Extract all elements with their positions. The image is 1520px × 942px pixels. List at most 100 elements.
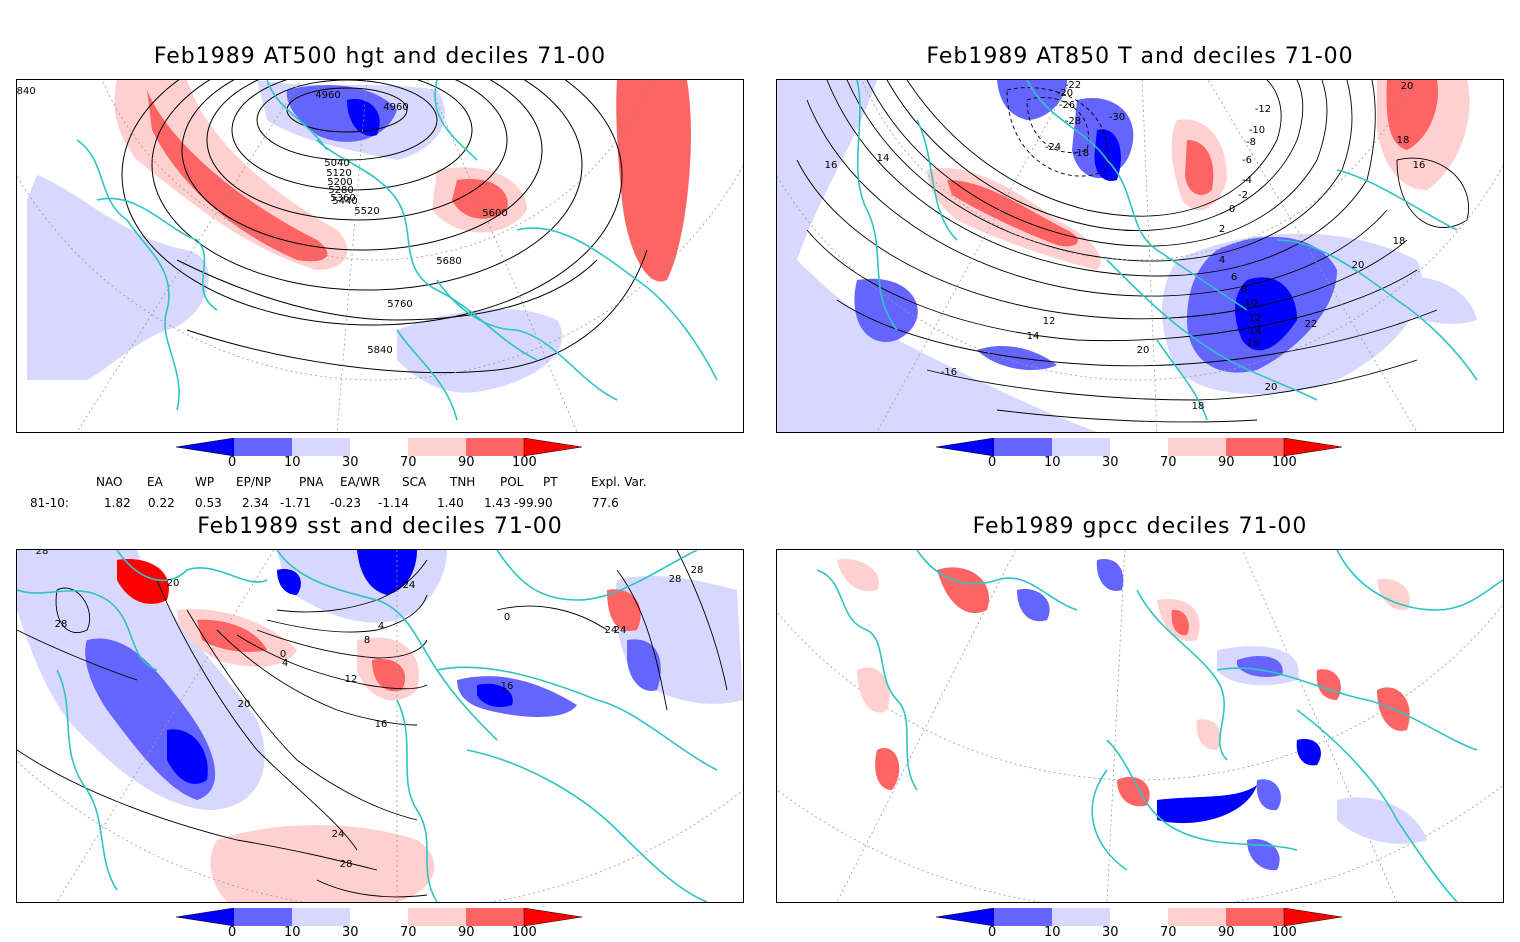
gridlines [17, 80, 743, 432]
index-value: 1.82 [104, 496, 131, 510]
colorbar-bottom-right: 0 10 30 70 90 100 [935, 907, 1346, 942]
svg-text:18: 18 [1397, 135, 1410, 146]
decile-shading [837, 559, 1427, 871]
decile-shading [17, 550, 743, 902]
svg-text:-20: -20 [1057, 88, 1073, 99]
svg-text:8: 8 [1241, 284, 1247, 295]
svg-text:2: 2 [1219, 224, 1225, 235]
svg-text:4: 4 [282, 658, 288, 669]
index-header: POL [500, 475, 524, 489]
svg-text:16: 16 [825, 160, 838, 171]
svg-text:16: 16 [1413, 160, 1426, 171]
index-value: 2.34 [242, 496, 269, 510]
svg-text:-28: -28 [1065, 116, 1081, 127]
index-header: PNA [299, 475, 324, 489]
sst-contours [17, 550, 728, 898]
index-header: SCA [402, 475, 427, 489]
index-value: -1.71 [280, 496, 312, 510]
index-value: 0.22 [148, 496, 175, 510]
index-value: 0.53 [195, 496, 222, 510]
svg-text:24: 24 [605, 625, 618, 636]
map-panel-t850: -22 -20 -26 -28 -30 -24 -18 -12 -10 -8 -… [776, 79, 1504, 433]
decile-shading [777, 80, 1477, 432]
svg-text:5520: 5520 [354, 206, 379, 217]
svg-text:18: 18 [1393, 236, 1406, 247]
svg-text:-10: -10 [1249, 125, 1265, 136]
coastlines [816, 550, 1503, 902]
svg-text:5600: 5600 [482, 208, 507, 219]
panel-title-sst: Feb1989 sst and deciles 71-00 [197, 514, 563, 539]
index-value: 1.40 [437, 496, 464, 510]
svg-text:14: 14 [877, 153, 890, 164]
colorbar-top-left: 0 10 30 70 90 100 [175, 437, 586, 472]
index-header: EA/WR [340, 475, 381, 489]
svg-text:5280: 5280 [328, 185, 353, 196]
svg-text:-30: -30 [1109, 112, 1125, 123]
svg-text:4960: 4960 [315, 90, 340, 101]
svg-text:0: 0 [1229, 204, 1235, 215]
panel-title-t850: Feb1989 AT850 T and deciles 71-00 [926, 44, 1354, 69]
index-row-label: 81-10: [30, 496, 69, 510]
index-header: EA [147, 475, 163, 489]
svg-text:28: 28 [340, 859, 353, 870]
svg-text:28: 28 [691, 565, 704, 576]
svg-text:8: 8 [364, 635, 370, 646]
gridlines [777, 80, 1503, 432]
svg-text:12: 12 [1249, 313, 1262, 324]
svg-text:24: 24 [614, 625, 627, 636]
svg-text:6: 6 [1231, 272, 1237, 283]
index-header: NAO [96, 475, 123, 489]
svg-text:5840: 5840 [17, 86, 36, 97]
svg-text:4: 4 [1219, 255, 1225, 266]
panel-title-gpcc: Feb1989 gpcc deciles 71-00 [972, 514, 1308, 539]
svg-text:-6: -6 [1242, 155, 1252, 166]
svg-text:16: 16 [501, 681, 514, 692]
index-header: WP [195, 475, 215, 489]
svg-text:22: 22 [1305, 319, 1318, 330]
svg-text:20: 20 [1401, 81, 1414, 92]
colorbar-bottom-left: 0 10 30 70 90 100 [175, 907, 586, 942]
svg-text:5360: 5360 [330, 193, 355, 204]
svg-text:20: 20 [167, 578, 180, 589]
svg-text:16: 16 [375, 719, 388, 730]
panel-title-hgt500: Feb1989 AT500 hgt and deciles 71-00 [153, 44, 607, 69]
svg-text:4: 4 [378, 621, 384, 632]
svg-text:0: 0 [280, 649, 286, 660]
svg-text:5760: 5760 [387, 299, 412, 310]
svg-text:-4: -4 [1242, 175, 1252, 186]
svg-text:16: 16 [1247, 338, 1260, 349]
colorbar-top-right: 0 10 30 70 90 100 [935, 437, 1346, 472]
svg-text:5680: 5680 [436, 256, 461, 267]
svg-text:5840: 5840 [367, 345, 392, 356]
svg-text:24: 24 [403, 580, 416, 591]
svg-text:20: 20 [238, 699, 251, 710]
coastlines [856, 80, 1478, 421]
index-header: EP/NP [236, 475, 272, 489]
svg-text:14: 14 [1027, 331, 1040, 342]
coastlines [76, 80, 718, 421]
index-value: -99.90 [514, 496, 553, 510]
index-header-row: NAO EA WP EP/NP PNA EA/WR SCA TNH POL PT… [0, 475, 700, 491]
svg-text:10: 10 [1245, 298, 1258, 309]
svg-text:5120: 5120 [326, 168, 351, 179]
svg-text:28: 28 [55, 619, 68, 630]
svg-text:-18: -18 [1073, 148, 1089, 159]
svg-text:-22: -22 [1065, 80, 1081, 91]
svg-text:-24: -24 [1045, 142, 1061, 153]
svg-text:18: 18 [1192, 401, 1205, 412]
svg-text:-26: -26 [1059, 100, 1075, 111]
svg-text:20: 20 [1265, 382, 1278, 393]
svg-text:12: 12 [1043, 316, 1056, 327]
coastlines [17, 550, 718, 902]
svg-text:20: 20 [1137, 345, 1150, 356]
index-value: 1.43 [484, 496, 511, 510]
index-value: 77.6 [592, 496, 619, 510]
map-panel-gpcc [776, 549, 1504, 903]
svg-text:14: 14 [1249, 326, 1262, 337]
svg-text:5040: 5040 [324, 158, 349, 169]
svg-text:5440: 5440 [332, 196, 357, 207]
map-panel-hgt500: 4960 4960 5040 5120 5200 5280 5360 5440 … [16, 79, 744, 433]
svg-text:24: 24 [332, 829, 345, 840]
svg-text:-16: -16 [941, 367, 957, 378]
index-header: PT [543, 475, 558, 489]
